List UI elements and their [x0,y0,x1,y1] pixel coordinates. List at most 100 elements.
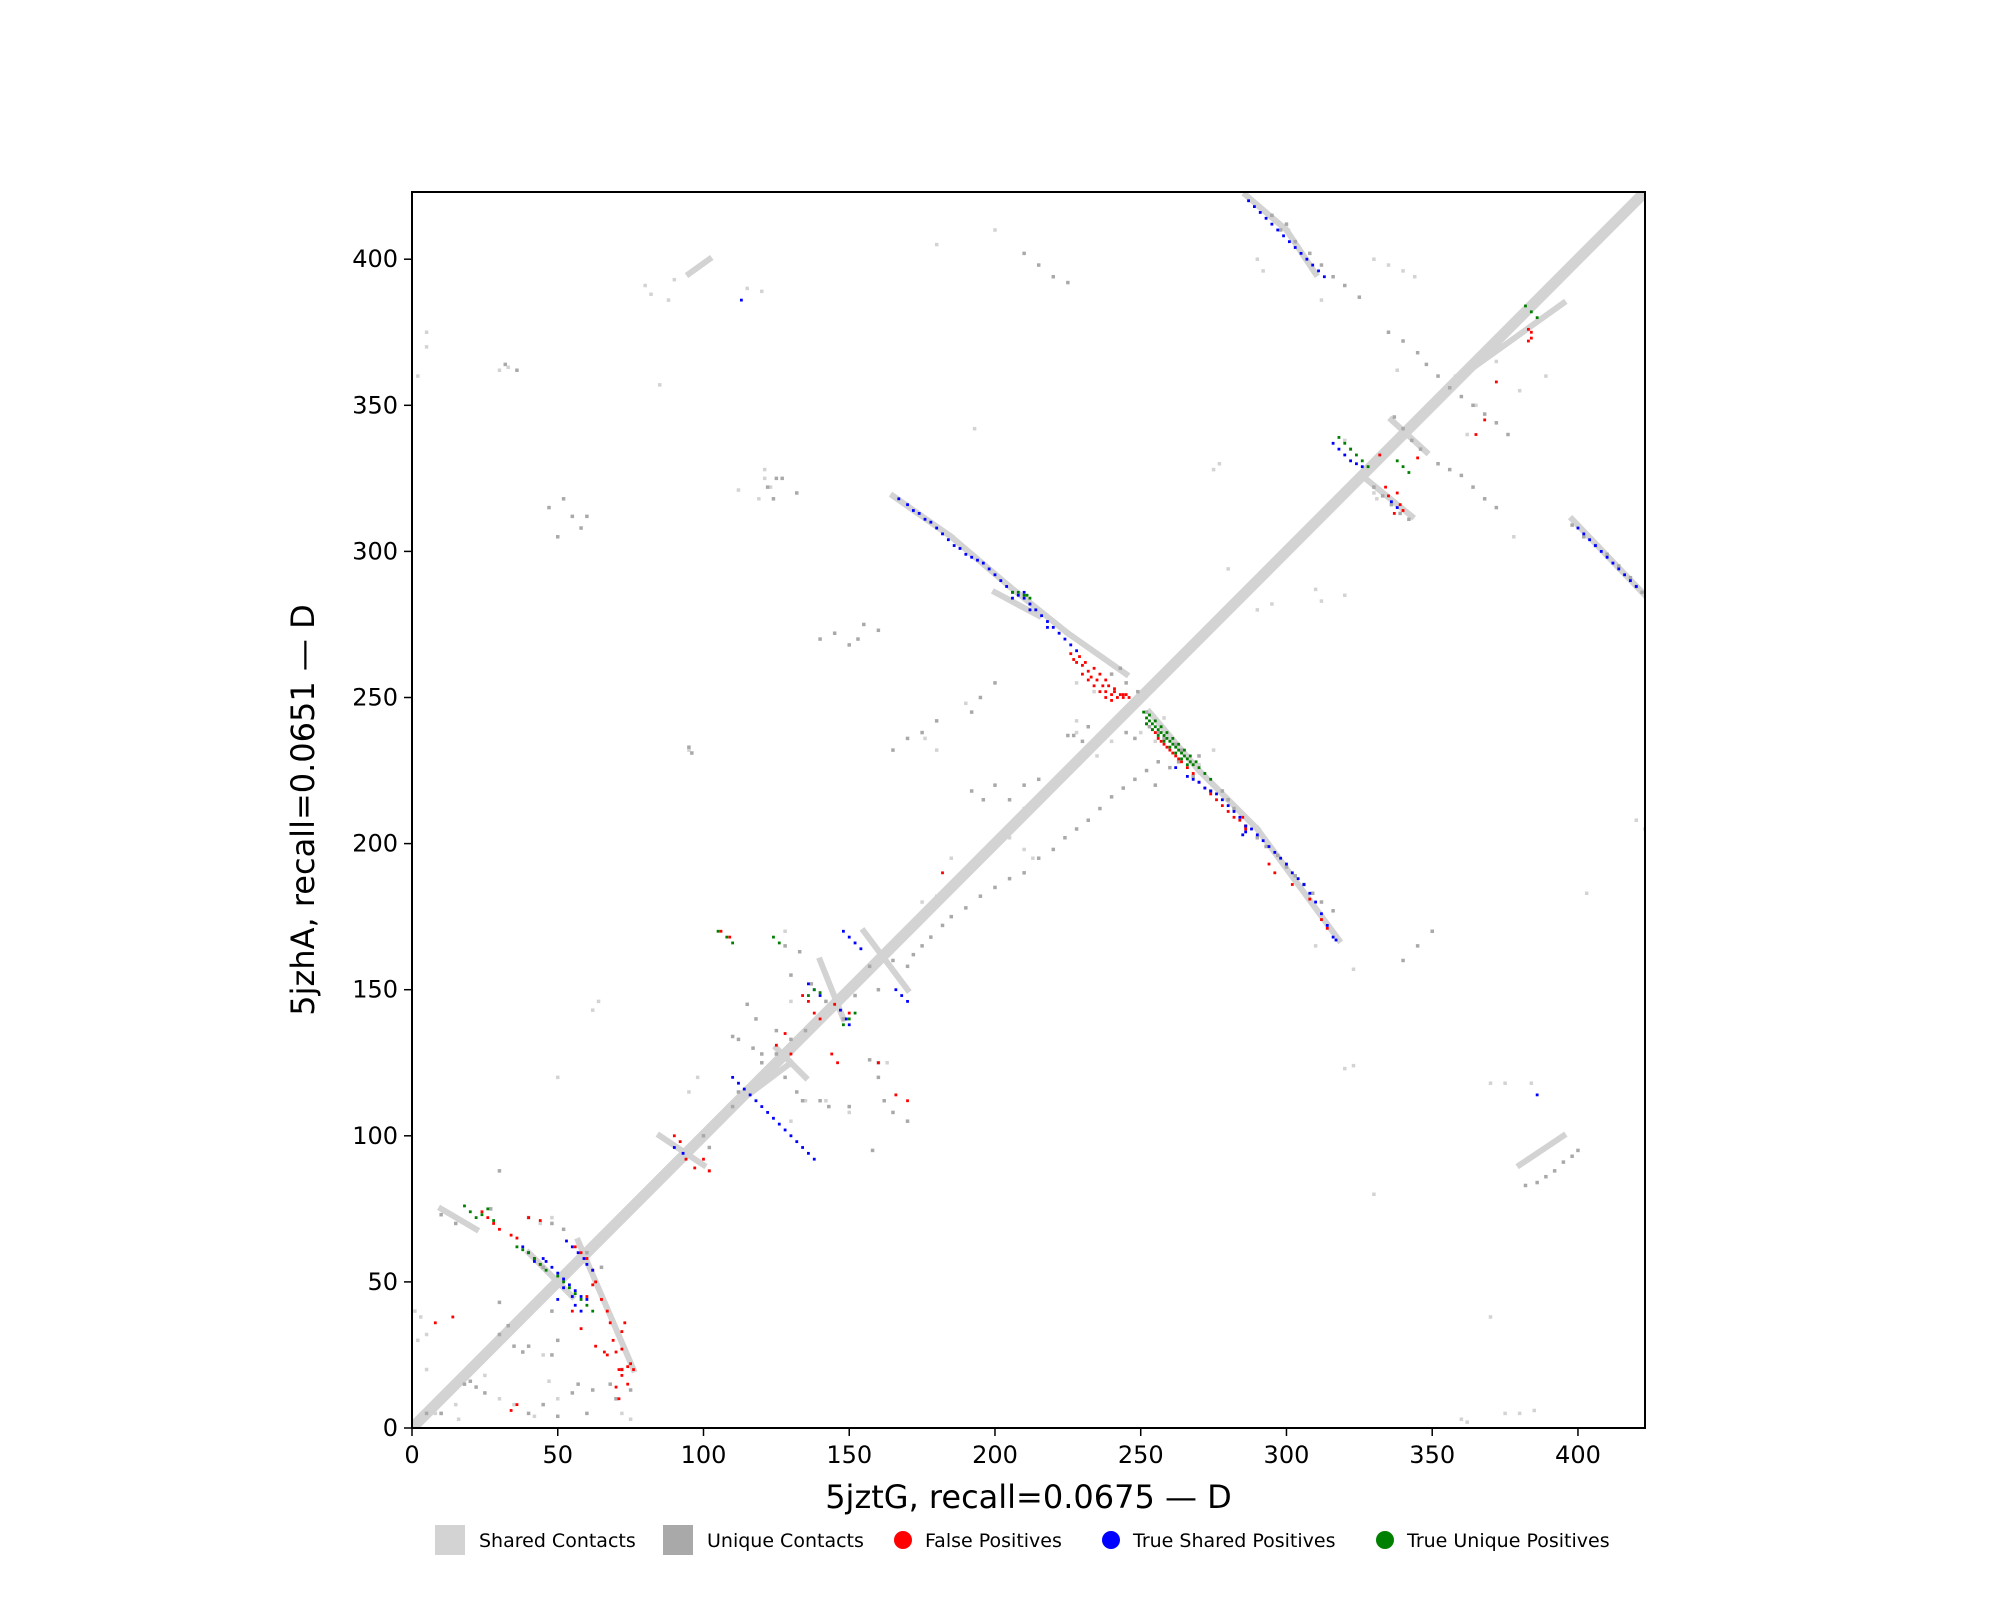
data-point [1168,739,1172,743]
data-point [486,1216,490,1220]
shared-contact-mark [1022,806,1026,811]
unique-contact-mark [1074,827,1079,831]
unique-contact-mark [1386,330,1391,335]
shared-contact-segment [1063,629,1131,679]
data-point [1191,772,1195,775]
shared-contact-mark [532,1414,537,1419]
y-tick-label: 400 [352,245,398,273]
data-point [859,947,863,951]
data-point [527,1251,530,1255]
data-point [1159,731,1163,734]
data-point [1188,760,1192,764]
shared-contact-mark [1319,599,1324,603]
data-point [1360,459,1364,463]
data-point [1258,211,1262,214]
unique-contact-mark [1156,760,1160,764]
data-point [1483,418,1487,422]
data-point [707,1169,711,1173]
unique-contact-mark [614,1397,618,1401]
unique-contact-mark [1293,873,1297,878]
unique-contact-mark [701,1134,706,1138]
unique-contact-mark [1436,374,1440,378]
data-point [1011,590,1014,594]
data-point [1331,935,1335,939]
shared-contact-mark [824,1098,828,1103]
unique-contact-mark [1459,473,1464,478]
shared-contact-mark [1372,491,1376,495]
shared-contact-mark [1503,1081,1507,1085]
unique-contact-mark [876,1075,881,1080]
shared-contact-mark [789,999,793,1004]
data-point [1366,465,1370,469]
data-point [1317,269,1320,273]
unique-contact-mark [503,362,508,367]
unique-contact-mark [1523,1183,1528,1188]
unique-contact-mark [1284,222,1289,226]
unique-contact-mark [1482,497,1487,501]
unique-contact-mark [1133,777,1137,782]
legend-item: True Shared Positives [1102,1530,1335,1552]
x-tick-label: 300 [1264,1441,1310,1469]
unique-contact-mark [1264,844,1268,849]
data-point [1270,222,1274,226]
data-point [433,1321,437,1325]
unique-contact-mark [547,505,551,510]
data-point [1028,596,1032,600]
shared-contact-mark [1226,567,1230,571]
data-point [1250,827,1253,831]
data-point [1162,739,1166,743]
unique-contact-mark [590,1388,595,1392]
unique-contact-mark [462,1382,467,1386]
data-point [1529,336,1533,340]
data-point [1322,275,1326,279]
unique-contact-mark [555,1414,560,1419]
shared-contact-mark [745,286,749,291]
data-point [1171,742,1175,746]
data-point [550,1265,554,1269]
unique-contact-mark [497,1300,502,1305]
data-point [1185,766,1189,770]
unique-contact-mark [824,999,828,1004]
data-point [1110,693,1113,696]
unique-contact-mark [783,1075,787,1080]
shared-contact-segment [888,491,956,541]
data-point [1046,625,1049,629]
data-point [1110,699,1113,702]
data-point [556,1274,560,1278]
shared-contact-mark [497,1397,502,1401]
data-point [1215,792,1218,796]
data-point [1253,205,1256,209]
data-point [946,538,950,542]
data-point [594,1344,598,1348]
shared-contact-mark [1474,403,1478,408]
y-tick-label: 50 [367,1268,398,1296]
unique-contact-mark [803,1028,808,1033]
unique-contact-mark [550,1309,554,1313]
unique-contact-mark [1343,283,1347,288]
data-point [1401,465,1405,469]
data-point [463,1204,466,1208]
data-point [1086,669,1090,673]
unique-contact-mark [1153,783,1158,787]
unique-contact-mark [561,497,566,501]
data-point [1081,672,1084,676]
unique-contact-mark [1436,461,1440,466]
unique-contact-mark [847,643,851,647]
data-point [1180,751,1183,755]
data-point [1325,926,1329,930]
diagonal-band [412,192,1645,1428]
data-point [847,1011,851,1015]
unique-contact-mark [1605,552,1609,557]
data-point [1334,938,1338,942]
data-point [1529,330,1533,334]
unique-contact-mark [1133,736,1137,741]
shared-contact-mark [424,1332,429,1337]
data-point [573,1289,577,1293]
data-point [1244,830,1248,834]
data-point [789,1134,793,1138]
data-point [486,1207,490,1211]
data-point [515,1403,519,1407]
data-point [480,1213,484,1217]
data-point [1150,728,1154,732]
data-point [964,552,968,556]
